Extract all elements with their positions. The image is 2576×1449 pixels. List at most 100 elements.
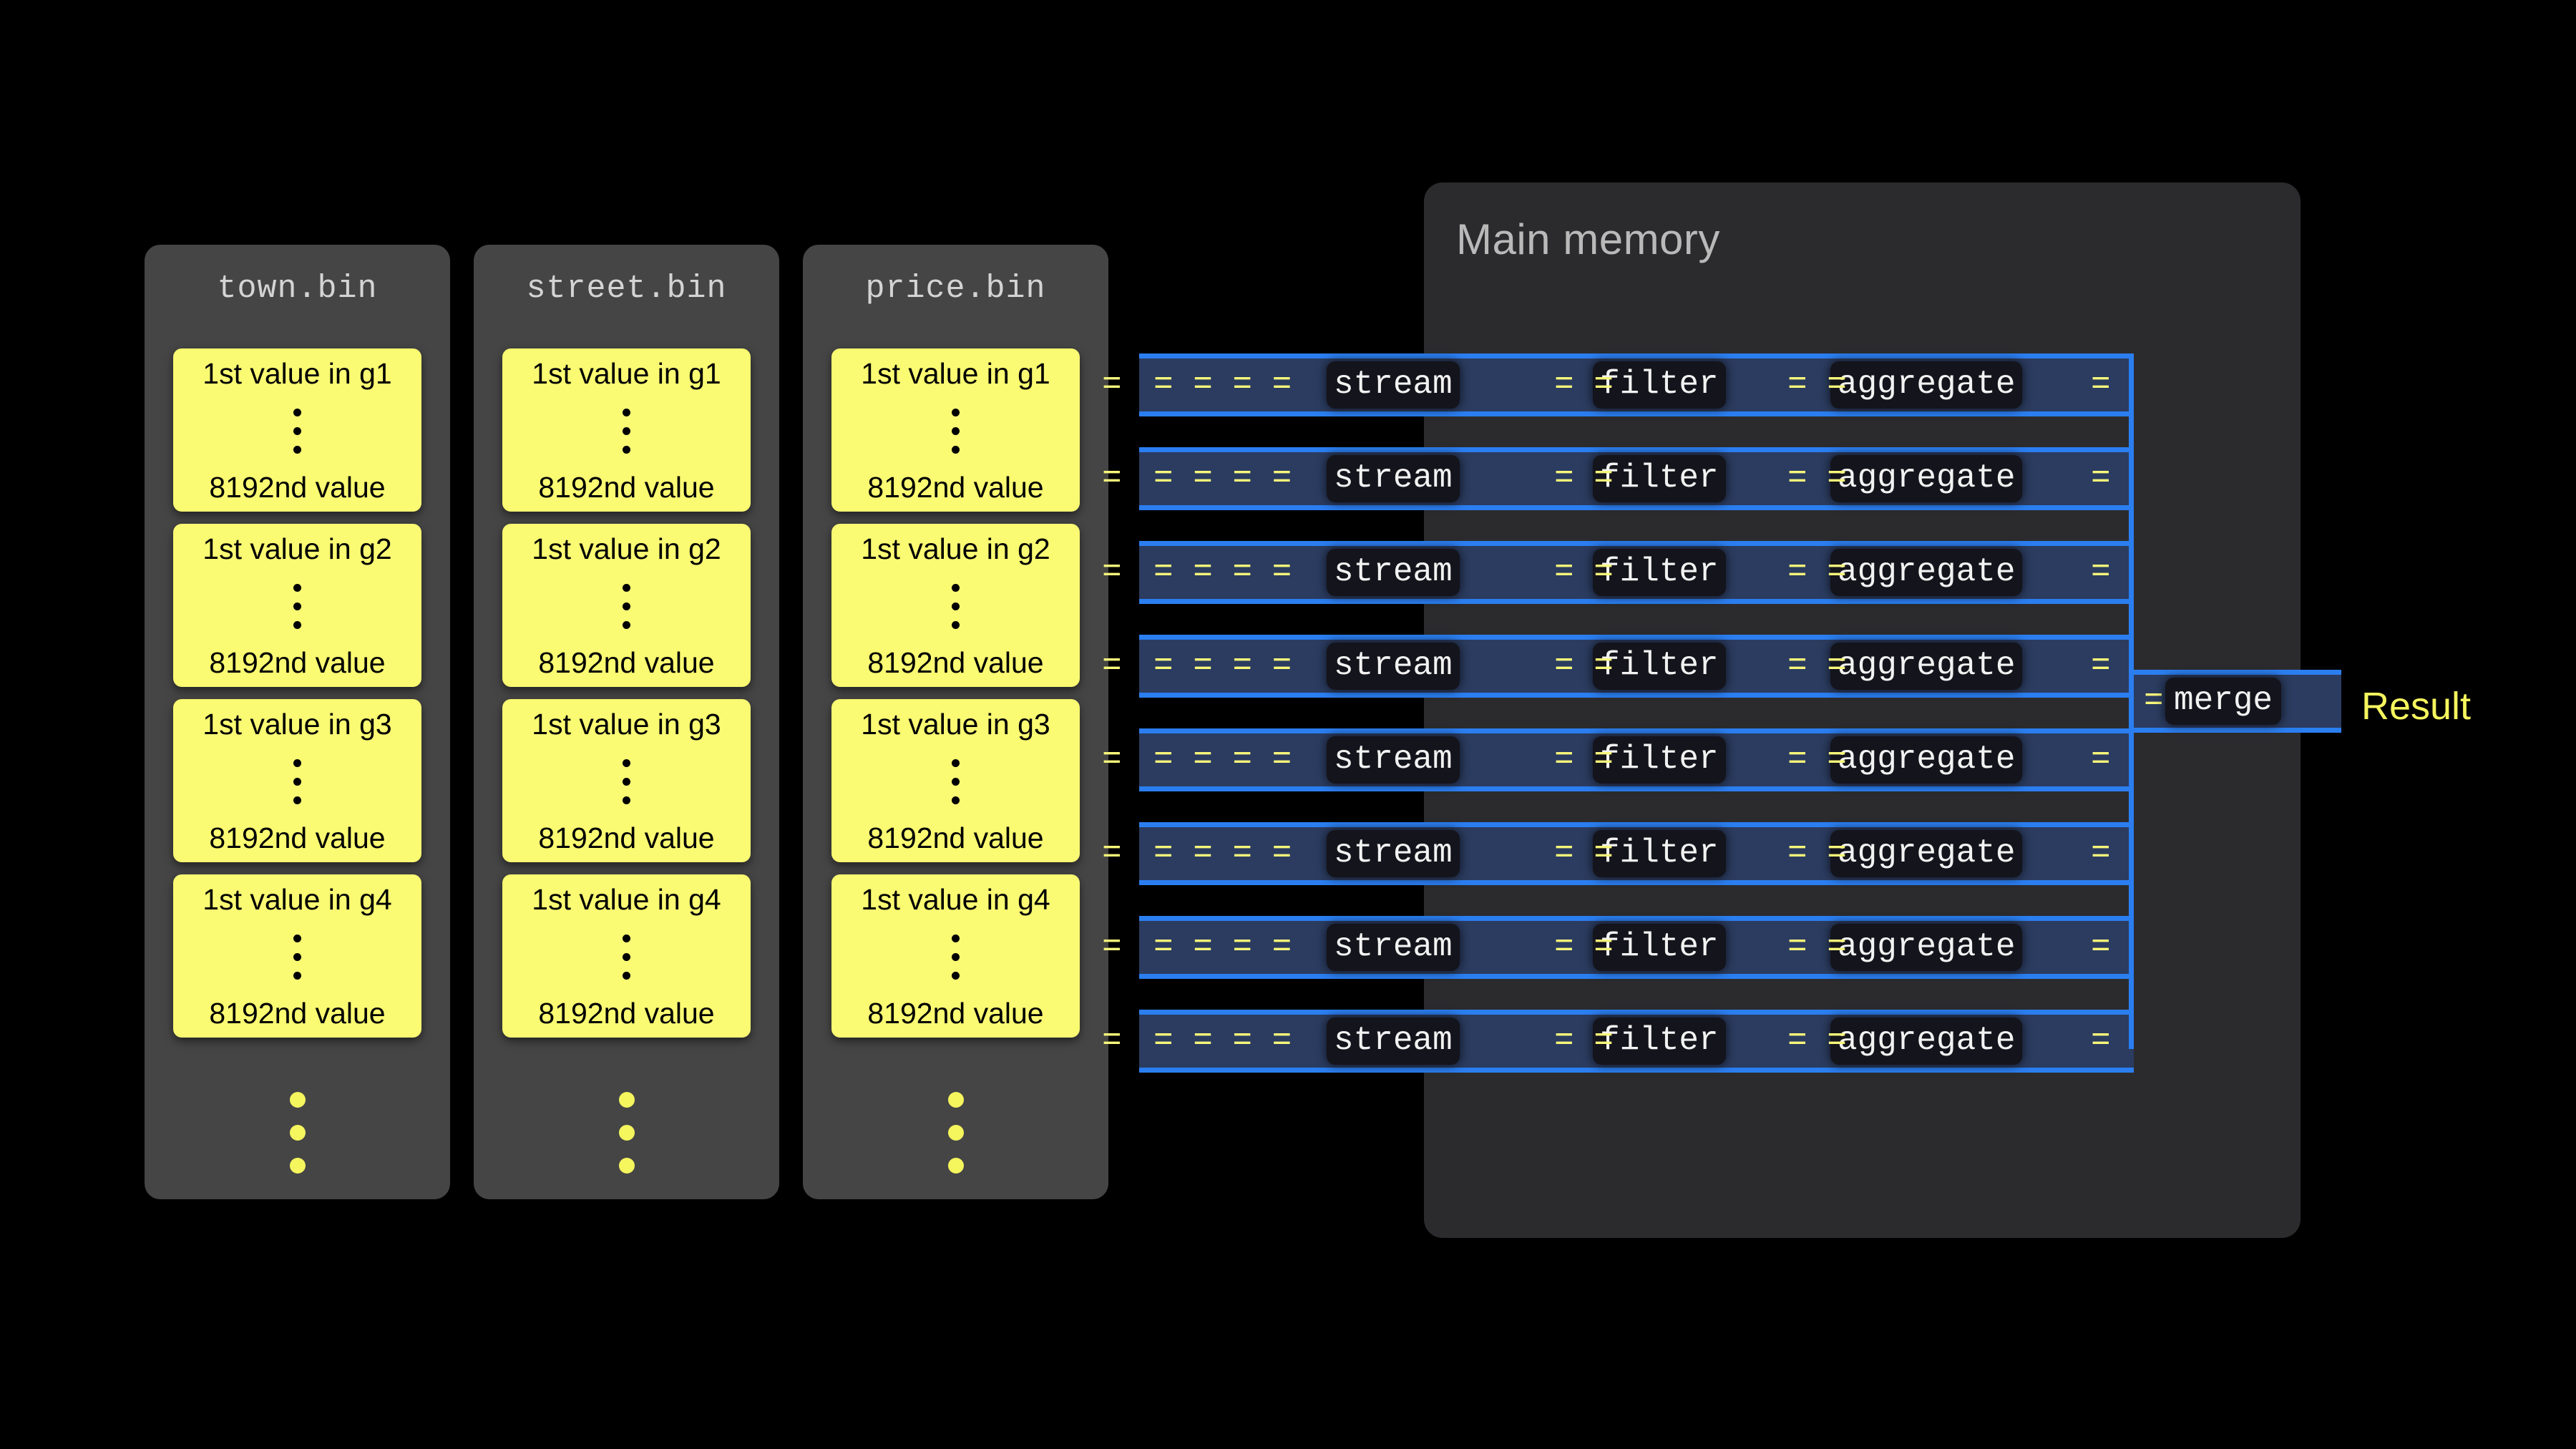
block-last-value-label: 8192nd value (867, 821, 1044, 854)
data-chunk-mark-run-icon: = = (1787, 1023, 1847, 1060)
block-last-value-label: 8192nd value (538, 821, 715, 854)
column-block: 1st value in g3 8192nd value (831, 699, 1080, 862)
pipeline-stage-filter: filter (1593, 549, 1726, 596)
data-chunk-mark-run-icon: = = (1554, 741, 1614, 779)
data-chunk-mark-run-icon: = = (1787, 835, 1847, 872)
data-chunk-mark-run-icon: = = (1554, 929, 1614, 966)
data-chunk-mark-run-icon: = = (1787, 648, 1847, 685)
column-block: 1st value in g1 8192nd value (173, 348, 421, 512)
vertical-ellipsis-icon (293, 389, 301, 472)
pipeline-stage-stream: stream (1327, 830, 1460, 877)
column-block-list: 1st value in g1 8192nd value 1st value in … (502, 348, 751, 1050)
block-first-value-label: 1st value in g3 (532, 708, 721, 741)
pipeline-lane: = = = = = stream filter aggregate = = = = = (1102, 1010, 2134, 1073)
block-first-value-label: 1st value in g4 (861, 883, 1050, 916)
column-block: 1st value in g3 8192nd value (173, 699, 421, 862)
data-chunk-mark-run-icon: = = = = (1153, 1023, 1292, 1060)
data-chunk-mark-run-icon: = = = = (1153, 460, 1292, 497)
vertical-ellipsis-icon (952, 389, 960, 472)
pipeline-stage-aggregate: aggregate (1830, 455, 2023, 502)
data-chunk-mark-icon: = (1102, 554, 1122, 591)
block-last-value-label: 8192nd value (209, 821, 386, 854)
data-chunk-mark-run-icon: = = (1554, 1023, 1614, 1060)
data-chunk-mark-run-icon: = = (1554, 366, 1614, 404)
pipeline-stage-stream: stream (1327, 1018, 1460, 1065)
column-block: 1st value in g1 8192nd value (502, 348, 751, 512)
block-first-value-label: 1st value in g1 (203, 357, 392, 390)
block-last-value-label: 8192nd value (867, 996, 1044, 1030)
data-chunk-mark-icon: = (2091, 460, 2111, 497)
column-file-price: price.bin 1st value in g1 8192nd value 1st … (803, 245, 1108, 1199)
column-file-title: price.bin (865, 270, 1046, 307)
data-chunk-mark-icon: = (2091, 929, 2111, 966)
block-last-value-label: 8192nd value (867, 470, 1044, 504)
pipeline-stage-filter: filter (1593, 1018, 1726, 1065)
pipeline-stage-stream: stream (1327, 361, 1460, 409)
data-chunk-mark-icon: = (2091, 648, 2111, 685)
column-block: 1st value in g2 8192nd value (831, 524, 1080, 687)
vertical-ellipsis-icon (952, 915, 960, 998)
data-chunk-mark-icon: = (1102, 741, 1122, 779)
vertical-ellipsis-icon (623, 740, 630, 823)
pipeline-stage-filter: filter (1593, 361, 1726, 409)
data-chunk-mark-icon: = (2091, 741, 2111, 779)
data-chunk-mark-icon: = (2091, 835, 2111, 872)
data-chunk-mark-icon: = (1102, 1023, 1122, 1060)
data-chunk-mark-run-icon: = = = = (1153, 648, 1292, 685)
result-label: Result (2361, 685, 2472, 728)
data-chunk-mark-run-icon: = = (1787, 366, 1847, 404)
pipeline-stage-aggregate: aggregate (1830, 830, 2023, 877)
pipeline-stage-filter: filter (1593, 455, 1726, 502)
pipeline-lane: = = = = = stream filter aggregate = = = = = (1102, 353, 2134, 416)
block-first-value-label: 1st value in g3 (861, 708, 1050, 741)
block-last-value-label: 8192nd value (867, 645, 1044, 679)
data-chunk-mark-run-icon: = = = = (1153, 835, 1292, 872)
vertical-ellipsis-icon (293, 740, 301, 823)
pipeline-stage-aggregate: aggregate (1830, 361, 2023, 409)
merge-equals-mark: = (2144, 683, 2164, 720)
pipeline-lane: = = = = = stream filter aggregate = = = = = (1102, 822, 2134, 885)
block-first-value-label: 1st value in g4 (203, 883, 392, 916)
vertical-ellipsis-icon (952, 565, 960, 648)
data-chunk-mark-icon: = (1102, 366, 1122, 404)
main-memory-title: Main memory (1456, 215, 1720, 263)
block-first-value-label: 1st value in g2 (203, 532, 392, 565)
data-chunk-mark-run-icon: = = = = (1153, 366, 1292, 404)
data-chunk-mark-run-icon: = = (1554, 460, 1614, 497)
vertical-ellipsis-icon (623, 389, 630, 472)
column-block: 1st value in g2 8192nd value (502, 524, 751, 687)
column-continuation-ellipsis-icon (145, 1092, 450, 1174)
pipeline-stage-stream: stream (1327, 455, 1460, 502)
data-chunk-mark-run-icon: = = (1554, 648, 1614, 685)
block-first-value-label: 1st value in g2 (861, 532, 1050, 565)
column-block: 1st value in g4 8192nd value (173, 874, 421, 1038)
pipeline-merge-spine (2129, 353, 2134, 1049)
data-chunk-mark-icon: = (1102, 648, 1122, 685)
column-continuation-ellipsis-icon (803, 1092, 1108, 1174)
data-chunk-mark-run-icon: = = = = (1153, 741, 1292, 779)
pipeline-stage-aggregate: aggregate (1830, 736, 2023, 784)
merge-chip: merge (2165, 678, 2282, 725)
data-chunk-mark-run-icon: = = (1787, 460, 1847, 497)
block-first-value-label: 1st value in g1 (861, 357, 1050, 390)
pipeline-lane: = = = = = stream filter aggregate = = = = = (1102, 541, 2134, 604)
pipeline-stage-aggregate: aggregate (1830, 549, 2023, 596)
column-block: 1st value in g3 8192nd value (502, 699, 751, 862)
column-file-street: street.bin 1st value in g1 8192nd value 1st… (474, 245, 779, 1199)
data-chunk-mark-run-icon: = = (1787, 741, 1847, 779)
block-first-value-label: 1st value in g1 (532, 357, 721, 390)
pipeline-stage-aggregate: aggregate (1830, 643, 2023, 690)
block-first-value-label: 1st value in g4 (532, 883, 721, 916)
column-block: 1st value in g4 8192nd value (502, 874, 751, 1038)
pipeline-stage-aggregate: aggregate (1830, 1018, 2023, 1065)
block-last-value-label: 8192nd value (209, 470, 386, 504)
column-block: 1st value in g1 8192nd value (831, 348, 1080, 512)
column-block: 1st value in g4 8192nd value (831, 874, 1080, 1038)
data-chunk-mark-icon: = (2091, 366, 2111, 404)
pipeline-stage-stream: stream (1327, 736, 1460, 784)
column-block-list: 1st value in g1 8192nd value 1st value in … (173, 348, 421, 1050)
data-chunk-mark-icon: = (2091, 554, 2111, 591)
vertical-ellipsis-icon (623, 565, 630, 648)
data-chunk-mark-icon: = (1102, 460, 1122, 497)
block-last-value-label: 8192nd value (538, 470, 715, 504)
